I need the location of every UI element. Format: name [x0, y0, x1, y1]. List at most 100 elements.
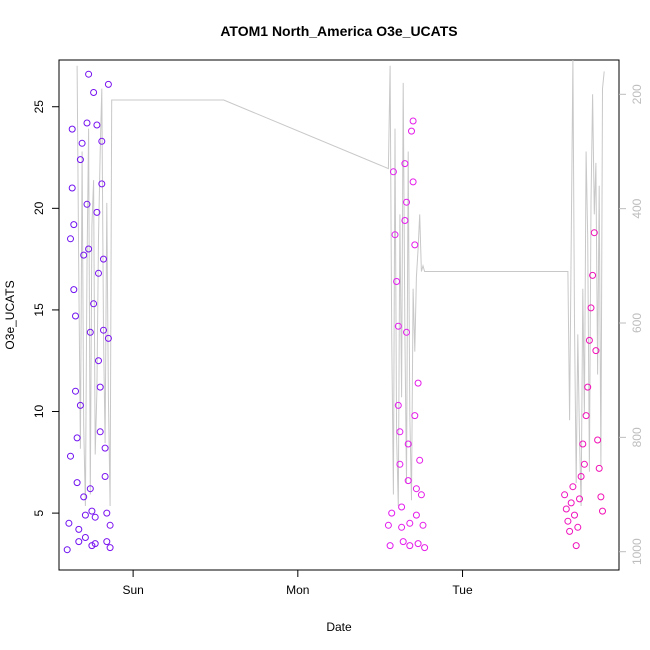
data-point — [579, 440, 587, 448]
data-point — [569, 483, 577, 491]
data-point — [67, 452, 74, 460]
data-point — [393, 278, 401, 285]
data-point — [100, 255, 107, 263]
data-point — [68, 184, 76, 192]
data-point — [91, 540, 99, 548]
y-tick-label: 5 — [32, 509, 46, 516]
data-point — [75, 525, 83, 533]
data-point — [396, 460, 404, 468]
data-point — [100, 326, 107, 334]
data-point — [91, 513, 99, 521]
data-point — [391, 231, 399, 239]
data-point — [85, 70, 93, 78]
data-point — [95, 269, 102, 277]
data-point — [416, 456, 424, 464]
data-point — [561, 491, 569, 499]
data-point — [566, 527, 574, 535]
data-point — [73, 479, 81, 487]
data-point — [104, 80, 112, 88]
data-point — [396, 428, 404, 436]
data-point — [72, 387, 79, 395]
data-point — [398, 503, 406, 511]
data-point — [399, 538, 407, 546]
y-axis-label: O3e_UCATS — [3, 280, 17, 349]
data-point — [63, 546, 71, 554]
data-point — [98, 137, 106, 145]
data-point — [78, 139, 86, 147]
data-point — [594, 436, 602, 444]
data-point — [414, 540, 422, 548]
data-point — [81, 511, 89, 519]
data-point — [93, 121, 101, 129]
data-point — [93, 208, 101, 216]
data-point — [592, 347, 600, 355]
data-point — [81, 534, 89, 541]
data-point — [411, 412, 419, 420]
data-point — [577, 473, 585, 480]
y-tick-label: 10 — [32, 405, 46, 419]
data-point — [85, 245, 93, 253]
plot-frame — [58, 59, 620, 571]
data-point — [574, 523, 582, 531]
data-point — [412, 511, 420, 519]
data-point — [401, 160, 409, 168]
data-point — [96, 383, 104, 391]
data-point — [389, 168, 397, 176]
data-point — [411, 241, 419, 249]
data-point — [106, 544, 114, 552]
data-point — [571, 511, 578, 519]
data-point — [72, 312, 79, 320]
data-point — [103, 538, 111, 546]
data-point — [590, 229, 598, 237]
data-point — [101, 473, 109, 480]
data-point — [388, 509, 396, 517]
data-point — [408, 127, 415, 135]
data-point — [86, 328, 94, 336]
y-tick-label: 20 — [32, 201, 46, 215]
x-tick-label: Tue — [452, 583, 473, 597]
data-point — [68, 125, 76, 133]
data-point — [417, 491, 425, 499]
data-point — [106, 521, 114, 529]
points-layer — [63, 70, 606, 554]
data-point — [404, 477, 412, 485]
chart-title: ATOM1 North_America O3e_UCATS — [220, 23, 457, 39]
data-point — [564, 517, 572, 525]
secondary-series-line — [76, 59, 605, 507]
data-point — [584, 383, 592, 391]
data-point — [576, 495, 583, 503]
y2-tick-label: 800 — [630, 427, 644, 447]
y2-tick-label: 1000 — [630, 538, 644, 565]
data-point — [90, 300, 98, 308]
data-point — [76, 401, 84, 409]
data-point — [65, 519, 73, 527]
data-point — [599, 507, 606, 515]
data-point — [403, 198, 410, 206]
data-point — [95, 357, 102, 365]
y2-tick-label: 200 — [630, 84, 644, 104]
data-point — [83, 200, 91, 208]
x-tick-label: Sun — [122, 583, 143, 597]
data-point — [401, 217, 409, 224]
x-axis-label: Date — [326, 620, 352, 634]
data-point — [406, 519, 414, 527]
data-point — [419, 521, 427, 529]
data-point — [75, 538, 83, 546]
data-point — [90, 89, 98, 96]
data-point — [73, 434, 81, 442]
y-tick-label: 15 — [32, 303, 46, 317]
data-point — [88, 507, 96, 515]
data-point — [86, 485, 94, 493]
data-point — [412, 485, 420, 493]
data-point — [80, 493, 88, 501]
data-point — [76, 156, 84, 164]
data-point — [80, 251, 88, 259]
data-point — [595, 464, 603, 472]
y-axis: 5 10 15 20 25 — [32, 100, 59, 516]
data-point — [398, 523, 406, 531]
data-point — [589, 271, 597, 279]
data-point — [567, 499, 575, 507]
data-point — [394, 401, 402, 409]
